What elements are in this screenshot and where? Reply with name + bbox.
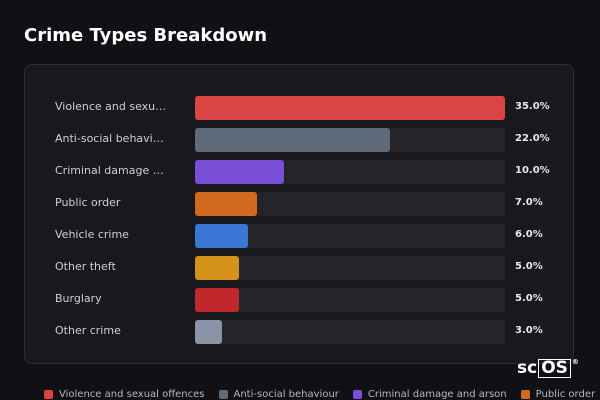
bar-track [195,320,505,344]
bar-track [195,288,505,312]
value-label: 22.0% [515,133,550,144]
legend-swatch [520,389,530,399]
bar-row: Burglary 5.0% [25,288,575,312]
bar [195,256,240,280]
category-label: Violence and sexual offences [55,100,170,113]
bar [195,224,249,248]
bar-row: Other crime 3.0% [25,320,575,344]
bar-track [195,224,505,248]
logo-boxed: OS [538,358,571,378]
legend-item: Violence and sexual offences [44,387,205,400]
category-label: Criminal damage and arson [55,164,170,177]
value-label: 7.0% [515,197,543,208]
legend-label: Criminal damage and arson [367,388,507,400]
bar-track [195,160,505,184]
bar-track [195,128,505,152]
bar [195,128,390,152]
value-label: 3.0% [515,325,543,336]
legend-item: Criminal damage and arson [352,387,507,400]
logo: sc OS ® [517,358,579,378]
category-label: Other crime [55,324,121,337]
logo-prefix: sc [517,358,538,378]
legend-item: Anti-social behaviour [218,387,339,400]
legend-swatch [352,389,362,399]
category-label: Other theft [55,260,116,273]
value-label: 35.0% [515,101,550,112]
bar [195,288,240,312]
value-label: 5.0% [515,293,543,304]
bar-row: Anti-social behaviour 22.0% [25,128,575,152]
legend-swatch [218,389,228,399]
value-label: 5.0% [515,261,543,272]
legend: Violence and sexual offences Anti-social … [44,387,600,400]
bar [195,320,222,344]
bar [195,192,257,216]
legend-swatch [44,389,53,399]
bar-row: Criminal damage and arson 10.0% [25,160,575,184]
chart-card: Violence and sexual offences 35.0% Anti-so… [24,64,574,364]
bar-track [195,256,505,280]
value-label: 10.0% [515,165,550,176]
legend-label: Violence and sexual offences [59,388,205,400]
bar-row: Violence and sexual offences 35.0% [25,96,575,120]
category-label: Public order [55,196,121,209]
bar-row: Other theft 5.0% [25,256,575,280]
legend-label: Anti-social behaviour [233,388,339,400]
legend-item: Public order [520,387,596,400]
bar [195,160,284,184]
value-label: 6.0% [515,229,543,240]
logo-mark: ® [571,358,579,366]
bar-row: Public order 7.0% [25,192,575,216]
chart-title: Crime Types Breakdown [24,25,268,46]
bar [195,96,505,120]
bar-row: Vehicle crime 6.0% [25,224,575,248]
bar-track [195,192,505,216]
category-label: Anti-social behaviour [55,132,170,145]
bar-track [195,96,505,120]
category-label: Vehicle crime [55,228,129,241]
category-label: Burglary [55,292,102,305]
legend-label: Public order [535,388,596,400]
